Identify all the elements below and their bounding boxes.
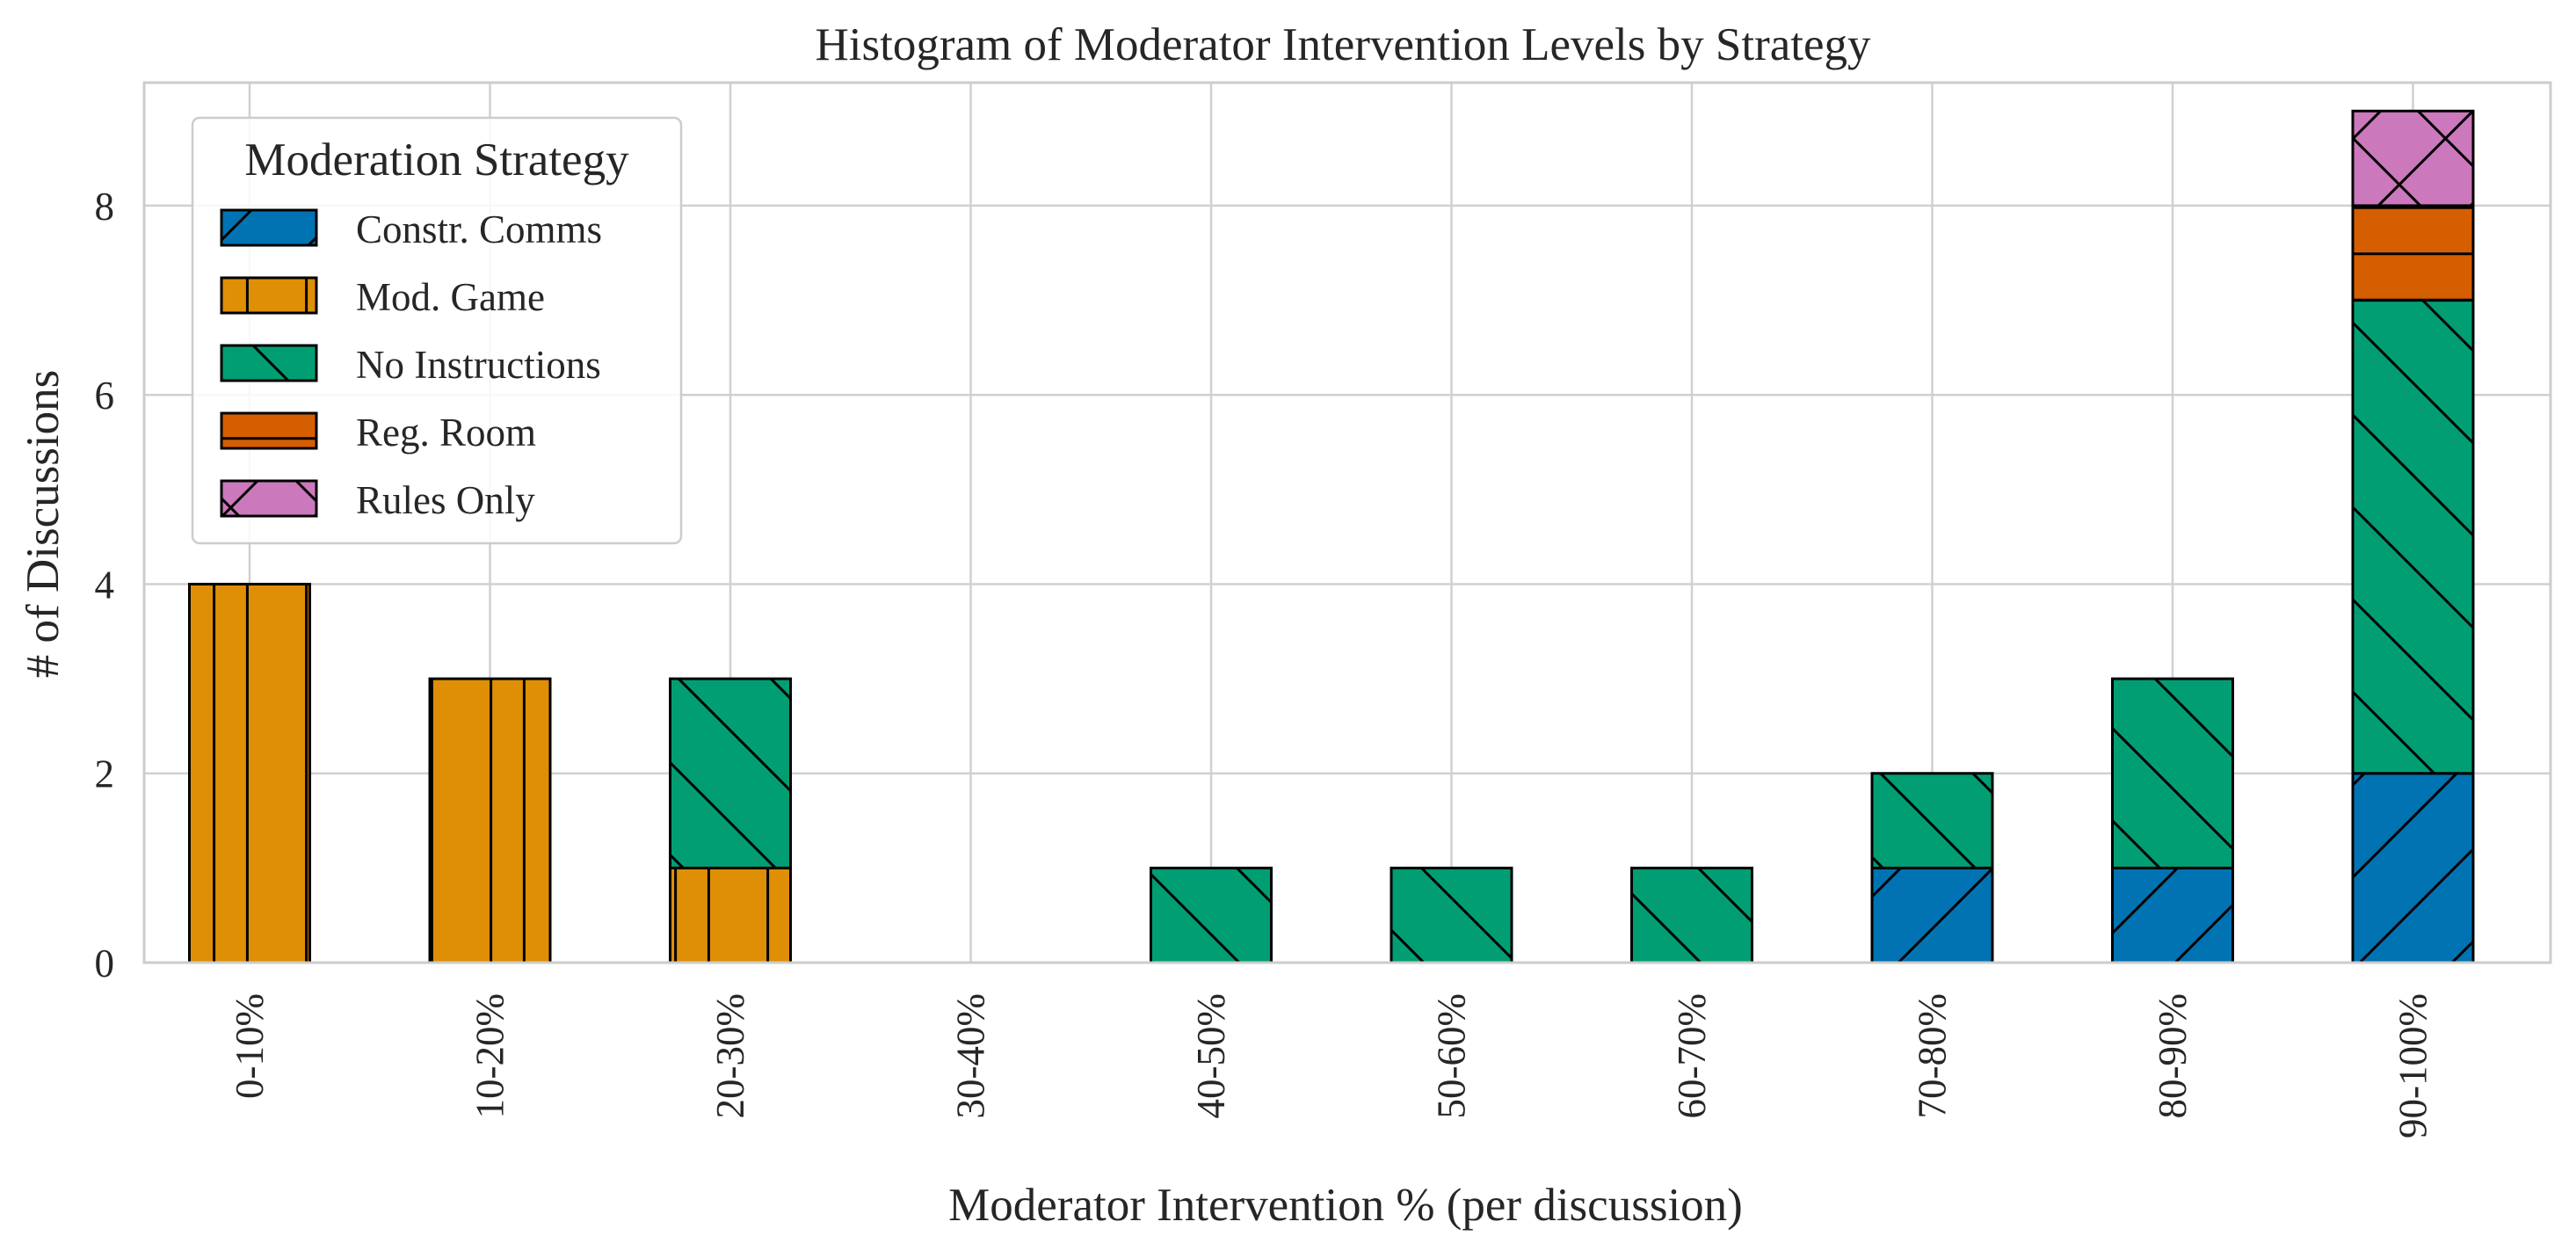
legend-label-rules-only: Rules Only	[356, 478, 535, 522]
bar-no-instructions-60-70	[1630, 866, 1753, 964]
legend: Moderation Strategy Constr. Comms Mod. Ga…	[191, 116, 683, 545]
legend-title: Moderation Strategy	[244, 135, 629, 185]
bar-no-instructions-40-50	[1150, 866, 1273, 964]
bar-constr-comms-90-100	[2351, 772, 2475, 964]
legend-label-reg-room: Reg. Room	[356, 411, 536, 454]
bar-rules-only-90-100	[2351, 109, 2475, 207]
chart-title: Histogram of Moderator Intervention Leve…	[815, 19, 1871, 70]
x-tick-label: 70-80%	[1911, 993, 1955, 1118]
x-tick-label: 0-10%	[228, 993, 272, 1099]
bar-mod-game-0-10	[188, 582, 311, 964]
bar-no-instructions-90-100	[2351, 299, 2475, 775]
legend-swatch-rules-only	[220, 479, 318, 518]
legend-label-no-instructions: No Instructions	[356, 343, 601, 387]
legend-label-constr-comms: Constr. Comms	[356, 207, 602, 251]
bar-no-instructions-20-30	[669, 677, 792, 869]
y-tick-label: 6	[95, 374, 115, 418]
legend-swatch-mod-game	[220, 276, 318, 315]
y-axis-ticks: 0 2 4 6 8	[95, 185, 115, 985]
x-tick-label: 50-60%	[1430, 993, 1474, 1118]
bar-mod-game-10-20	[428, 677, 552, 964]
x-tick-label: 30-40%	[949, 993, 993, 1118]
plot-frame	[142, 81, 2552, 964]
bars	[188, 109, 2475, 964]
bar-constr-comms-70-80	[1870, 866, 1994, 964]
y-axis-label: # of Discussions	[18, 370, 69, 678]
x-tick-label: 40-50%	[1189, 993, 1233, 1118]
x-axis-ticks: 0-10% 10-20% 20-30% 30-40% 40-50% 50-60% 60-70…	[228, 993, 2435, 1138]
x-tick-label: 10-20%	[468, 993, 512, 1118]
y-tick-label: 0	[95, 942, 115, 985]
bar-reg-room-90-100	[2351, 204, 2475, 302]
legend-swatch-reg-room	[220, 411, 318, 450]
legend-swatch-no-instructions	[220, 344, 318, 382]
legend-label-mod-game: Mod. Game	[356, 275, 545, 319]
bar-no-instructions-80-90	[2111, 677, 2234, 869]
y-tick-label: 8	[95, 185, 115, 229]
bar-no-instructions-50-60	[1390, 866, 1513, 964]
x-tick-label: 20-30%	[708, 993, 752, 1118]
bar-no-instructions-70-80	[1870, 772, 1994, 869]
x-tick-label: 60-70%	[1670, 993, 1714, 1118]
bar-constr-comms-80-90	[2111, 866, 2234, 964]
x-axis-label: Moderator Intervention % (per discussion…	[948, 1180, 1743, 1231]
bar-mod-game-20-30	[669, 866, 792, 964]
x-tick-label: 90-100%	[2391, 993, 2435, 1138]
legend-swatch-constr-comms	[220, 208, 318, 247]
legend-items: Constr. Comms Mod. Game No Instructions Reg…	[220, 207, 602, 522]
y-tick-label: 2	[95, 753, 115, 796]
y-tick-label: 4	[95, 563, 115, 607]
x-tick-label: 80-90%	[2151, 993, 2195, 1118]
